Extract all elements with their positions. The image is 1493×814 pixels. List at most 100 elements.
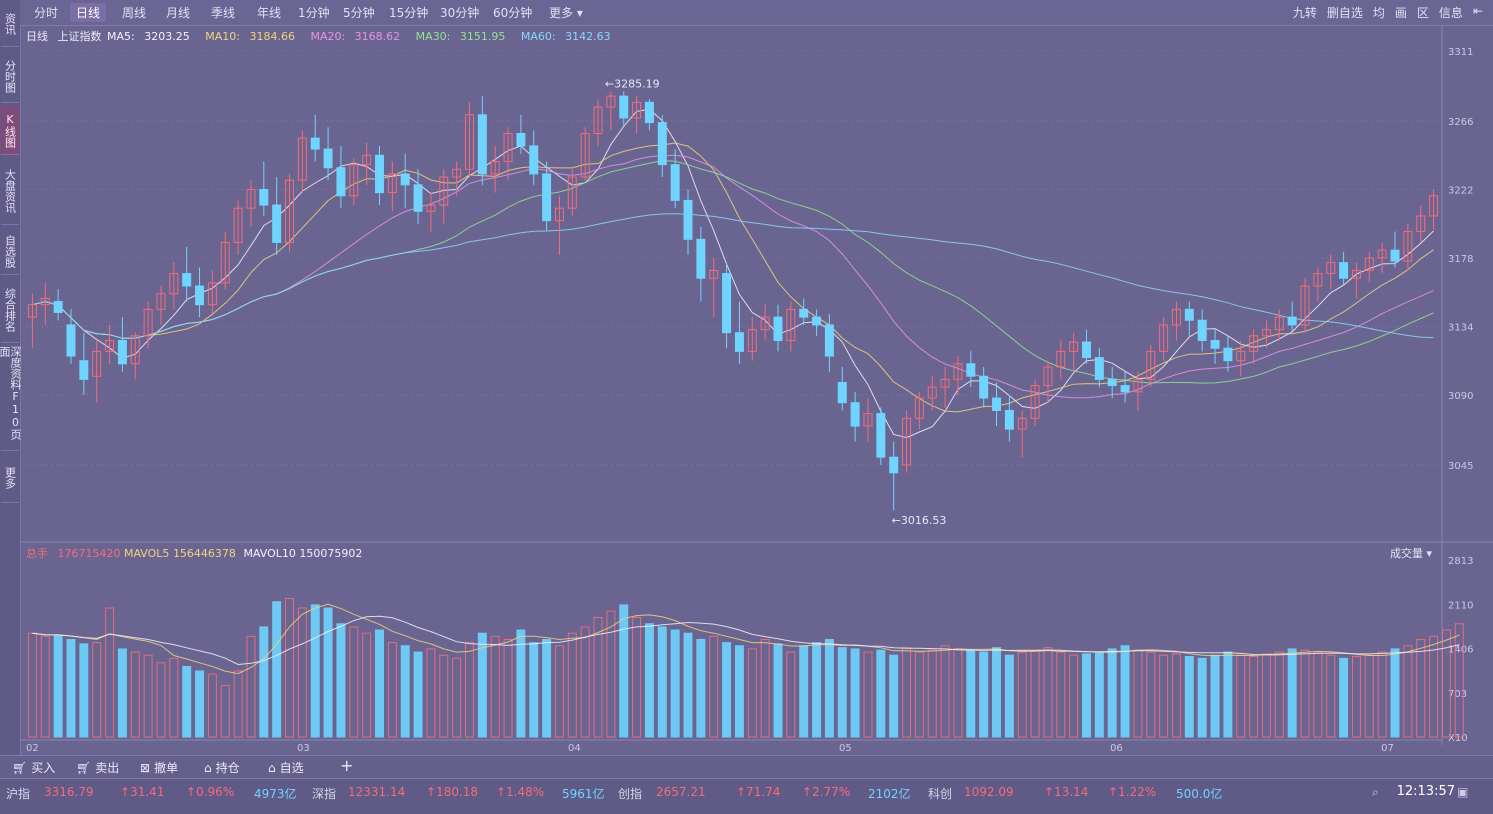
tool-average[interactable]: 均: [1372, 6, 1385, 20]
watchlist-button[interactable]: ⌂ 自选: [268, 759, 304, 776]
ma30-label: MA30:: [415, 30, 451, 43]
volume-bar: [1197, 657, 1207, 738]
index-name-kc[interactable]: 科创: [928, 787, 953, 801]
candle-body: [426, 204, 436, 212]
candle-body: [516, 132, 526, 147]
candle-body: [1274, 316, 1284, 331]
sidebar-tab-timeline[interactable]: 分时图: [1, 50, 19, 103]
candle-body: [1249, 335, 1259, 352]
volume-bar: [362, 632, 372, 738]
tab-intraday[interactable]: 分时: [34, 6, 59, 20]
tool-remove-watch[interactable]: 删自选: [1326, 6, 1363, 20]
tool-range[interactable]: 区: [1416, 6, 1429, 20]
candle-body: [1159, 324, 1169, 352]
candle-body: [902, 417, 912, 466]
ma60-label: MA60:: [520, 30, 556, 43]
volume-bar: [233, 670, 243, 738]
plus-icon: +: [340, 756, 354, 775]
volume-bar: [927, 649, 937, 738]
kline-chart[interactable]: 3311 3266 3222 3178 3134 3090 3045 2813 2110 1406…: [20, 25, 1493, 770]
time-tick-label: 05: [839, 743, 852, 754]
volume-indicator-select[interactable]: 成交量 ▾: [1390, 545, 1432, 561]
home-icon: ⌂: [204, 760, 212, 775]
ma30-value: 3151.95: [459, 30, 506, 43]
index-name-sz[interactable]: 深指: [312, 787, 337, 801]
price-tick-label: 3222: [1448, 186, 1473, 197]
cart-icon: 🛒︎: [12, 760, 28, 775]
candle-body: [619, 95, 629, 119]
volume-bar: [40, 635, 50, 738]
tool-jiuzhuan[interactable]: 九转: [1292, 6, 1317, 20]
tab-quarterly[interactable]: 季线: [211, 6, 236, 20]
volume-bar: [1441, 629, 1451, 738]
volume-bar: [1313, 651, 1323, 738]
candle-body: [1184, 308, 1194, 321]
sidebar-tab-more[interactable]: 更多: [1, 454, 19, 503]
sell-button[interactable]: 🛒︎ 卖出: [76, 759, 119, 776]
sidebar-tab-market-news[interactable]: 大盘资讯: [1, 158, 19, 225]
volume-bar: [130, 651, 140, 738]
candle-body: [220, 241, 230, 284]
ma10-line: [32, 142, 1434, 413]
buy-button[interactable]: 🛒︎ 买入: [12, 759, 55, 776]
candle-body: [362, 154, 372, 166]
sidebar-tab-watchlist[interactable]: 自选股: [1, 228, 19, 275]
period-toolbar: 分时 日线 周线 月线 季线 年线 1分钟 5分钟 15分钟 30分钟 60分钟…: [20, 0, 1493, 26]
volume-bar: [426, 648, 436, 738]
tool-draw[interactable]: 画: [1394, 6, 1407, 20]
volume-bar: [1043, 647, 1053, 738]
candle-body: [233, 207, 243, 243]
tab-daily[interactable]: 日线: [70, 3, 107, 22]
volume-bar: [657, 626, 667, 738]
sidebar-tab-f10[interactable]: 深度资料F10页面: [0, 346, 22, 451]
candle-body: [966, 363, 976, 377]
price-tick-label: 3266: [1448, 117, 1473, 128]
volume-bar: [542, 638, 552, 738]
candle-body: [285, 179, 295, 243]
tab-monthly[interactable]: 月线: [166, 6, 191, 20]
candle-body: [824, 324, 834, 357]
candle-body: [259, 189, 269, 206]
time-tick-label: 06: [1110, 743, 1123, 754]
index-name-cy[interactable]: 创指: [618, 787, 643, 801]
candle-body: [503, 132, 513, 163]
index-amount-cy: 2102亿: [868, 787, 911, 801]
message-icon[interactable]: ▣: [1457, 785, 1469, 799]
sidebar-tab-news[interactable]: 资讯: [1, 2, 19, 47]
candle-body: [876, 413, 886, 458]
index-pct-sh: ↑0.96%: [186, 785, 235, 799]
candle-body: [709, 269, 719, 279]
tab-60min[interactable]: 60分钟: [493, 6, 533, 20]
mavol10-line: [32, 615, 1460, 666]
holdings-button[interactable]: ⌂ 持仓: [204, 759, 240, 776]
collapse-icon[interactable]: ⇤: [1472, 4, 1483, 18]
candle-body: [1133, 378, 1143, 393]
volume-bar: [1300, 649, 1310, 738]
cancel-order-button[interactable]: ⊠ 撤单: [140, 759, 178, 776]
candle-body: [979, 375, 989, 399]
tab-weekly[interactable]: 周线: [122, 6, 147, 20]
tab-1min[interactable]: 1分钟: [298, 6, 330, 20]
tab-more[interactable]: 更多 ▾: [549, 4, 583, 21]
candle-body: [657, 122, 667, 166]
index-name-sh[interactable]: 沪指: [6, 787, 31, 801]
mavol5-label: MAVOL5: [124, 547, 170, 560]
tool-info[interactable]: 信息: [1438, 6, 1463, 20]
candle-body: [747, 329, 757, 352]
candle-body: [850, 402, 860, 427]
tab-15min[interactable]: 15分钟: [389, 6, 429, 20]
candle-body: [452, 168, 462, 178]
ma10-label: MA10:: [205, 30, 240, 43]
tab-5min[interactable]: 5分钟: [343, 6, 375, 20]
tab-yearly[interactable]: 年线: [257, 6, 282, 20]
volume-bar: [53, 634, 63, 738]
volume-bar: [1223, 651, 1233, 738]
volume-bar: [773, 643, 783, 738]
add-button[interactable]: +: [340, 756, 353, 775]
volume-bar: [1004, 654, 1014, 738]
search-icon[interactable]: ⌕: [1372, 785, 1379, 799]
sidebar-tab-ranking[interactable]: 综合排名: [1, 278, 19, 343]
volume-bar: [644, 623, 654, 738]
tab-30min[interactable]: 30分钟: [440, 6, 480, 20]
sidebar-tab-kline[interactable]: K线图: [1, 106, 19, 155]
